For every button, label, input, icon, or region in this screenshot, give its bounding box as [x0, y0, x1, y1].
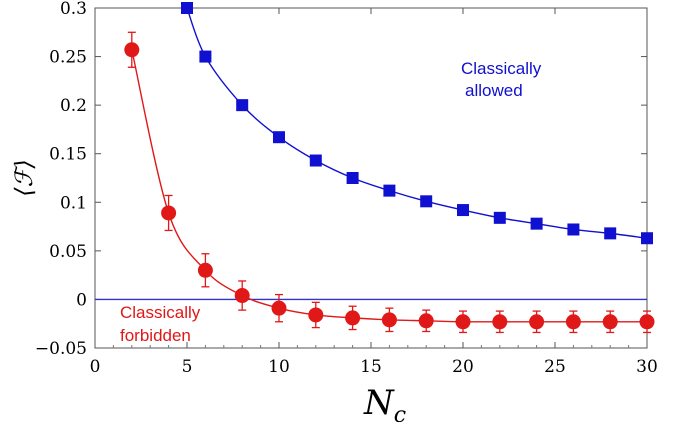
x-tick-label: 0 [90, 357, 101, 377]
series-classically-forbidden [124, 31, 655, 334]
data-point-square [567, 223, 580, 236]
y-tick-label: −0.05 [35, 339, 87, 359]
data-point-circle [124, 42, 140, 58]
y-tick-label: 0.2 [60, 96, 87, 116]
data-point-circle [639, 314, 655, 330]
plot-border [94, 7, 648, 349]
data-point-square [273, 131, 285, 144]
data-point-circle [308, 307, 324, 323]
annotation-classically-forbidden: Classically forbidden [120, 303, 201, 345]
data-point-square [199, 50, 212, 63]
data-point-square [641, 232, 653, 245]
data-point-square [309, 154, 322, 167]
y-tick-label: 0 [76, 290, 87, 310]
data-point-square [346, 172, 359, 184]
x-tick-label: 15 [360, 357, 382, 377]
data-point-circle [161, 205, 177, 221]
ticks [94, 7, 648, 349]
y-tick-label: 0.3 [60, 0, 87, 19]
data-point-square [493, 211, 506, 224]
annotation-forbidden-line-2: forbidden [120, 326, 191, 345]
data-point-square [420, 195, 433, 208]
data-point-circle [197, 262, 213, 278]
data-point-circle [492, 314, 508, 330]
data-point-circle [381, 312, 397, 328]
data-point-circle [234, 288, 250, 304]
data-point-circle [345, 310, 361, 326]
y-tick-label: 0.05 [49, 242, 87, 262]
y-tick-label: 0.1 [60, 193, 87, 213]
annotation-forbidden-line-1: Classically [120, 303, 201, 322]
x-tick-label: 20 [452, 357, 474, 377]
y-axis-title: ⟨ℱ⟩ [10, 159, 38, 197]
x-tick-label: 10 [268, 357, 290, 377]
y-tick-label: 0.25 [49, 48, 87, 68]
x-axis-title: Nc [363, 383, 406, 422]
annotation-allowed-line-1: Classically [461, 59, 542, 78]
data-point-square [530, 217, 543, 230]
x-tick-label: 5 [182, 357, 193, 377]
data-point-circle [455, 314, 471, 330]
data-point-circle [565, 314, 581, 330]
data-point-square [236, 99, 249, 112]
annotation-classically-allowed: Classically allowed [461, 59, 542, 100]
x-tick-label: 25 [544, 357, 566, 377]
x-tick-label: 30 [636, 357, 658, 377]
data-point-square [383, 184, 396, 197]
series-line [186, 7, 648, 239]
data-point-circle [529, 314, 545, 330]
series-classically-allowed [181, 2, 653, 245]
plot-frame [94, 7, 648, 349]
data-point-circle [271, 300, 287, 316]
data-point-square [604, 227, 617, 240]
data-point-circle [602, 314, 618, 330]
data-point-square [457, 204, 469, 217]
annotation-allowed-line-2: allowed [465, 81, 523, 100]
series-layer [124, 2, 655, 334]
data-point-square [181, 2, 193, 14]
data-point-circle [418, 313, 434, 329]
y-tick-label: 0.15 [49, 145, 87, 165]
